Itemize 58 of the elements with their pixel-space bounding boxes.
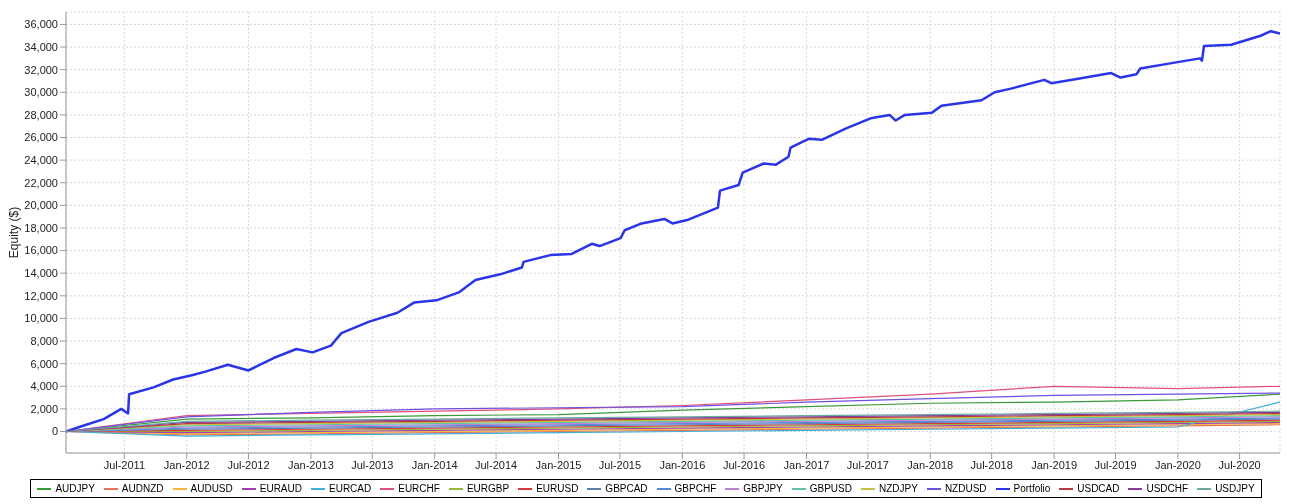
- legend-label: GBPCAD: [605, 483, 648, 494]
- legend-label: EURUSD: [536, 483, 579, 494]
- y-tick-label: 18,000: [24, 221, 58, 234]
- x-tick-label: Jan-2018: [907, 458, 954, 471]
- legend-label: AUDJPY: [55, 483, 95, 494]
- legend-label: USDCHF: [1146, 483, 1189, 494]
- line-series: [66, 29, 1280, 433]
- legend-label: AUDUSD: [190, 483, 233, 494]
- legend-label: USDCAD: [1077, 483, 1120, 494]
- legend-label: EURCHF: [398, 483, 440, 494]
- legend-label: GBPCHF: [674, 483, 717, 494]
- legend-label: EURAUD: [259, 483, 302, 494]
- y-tick-label: 26,000: [24, 131, 58, 144]
- y-tick-label: 24,000: [24, 154, 58, 167]
- x-tick-label: Jul-2017: [846, 458, 889, 471]
- x-tick-label: Jan-2019: [1031, 458, 1078, 471]
- x-tick-label: Jan-2013: [287, 458, 334, 471]
- y-tick-label: 12,000: [24, 289, 58, 302]
- x-tick-label: Jul-2012: [227, 458, 270, 471]
- y-tick-label: 20,000: [24, 199, 58, 212]
- y-tick-label: 14,000: [24, 267, 58, 280]
- legend-label: AUDNZD: [121, 483, 164, 494]
- legend-label: NZDJPY: [878, 483, 918, 494]
- x-tick-label: Jul-2016: [722, 458, 766, 471]
- x-tick-label: Jul-2014: [475, 458, 518, 471]
- y-tick-label: 10,000: [24, 312, 58, 325]
- y-tick-label: 2,000: [30, 402, 58, 415]
- legend-label: EURGBP: [466, 483, 510, 494]
- legend-label: NZDUSD: [944, 483, 987, 494]
- y-tick-label: 34,000: [24, 40, 58, 53]
- x-tick-label: Jul-2018: [970, 458, 1013, 471]
- x-tick-label: Jan-2020: [1154, 458, 1201, 471]
- x-tick-label: Jan-2017: [783, 458, 830, 471]
- y-axis-title: Equity ($): [7, 206, 22, 259]
- y-tick-label: 16,000: [24, 244, 58, 257]
- y-tick-label: 0: [51, 425, 58, 438]
- legend-label: Portfolio: [1013, 483, 1051, 494]
- legend-label: GBPUSD: [809, 483, 852, 494]
- x-tick-label: Jan-2016: [659, 458, 706, 471]
- legend-label: GBPJPY: [743, 483, 783, 494]
- x-tick-label: Jan-2015: [535, 458, 582, 471]
- y-tick-label: 6,000: [30, 357, 58, 370]
- x-tick-label: Jan-2012: [163, 458, 210, 471]
- y-tick-label: 8,000: [30, 334, 58, 347]
- legend-label: EURCAD: [328, 483, 372, 494]
- y-tick-label: 28,000: [24, 108, 58, 121]
- x-tick-label: Jul-2013: [351, 458, 394, 471]
- x-tick-label: Jan-2014: [411, 458, 458, 471]
- x-tick-label: Jul-2019: [1094, 458, 1137, 471]
- y-tick-label: 22,000: [24, 176, 58, 189]
- x-tick-label: Jul-2015: [598, 458, 642, 471]
- y-tick-label: 4,000: [30, 380, 58, 393]
- x-tick-label: Jul-2011: [103, 458, 146, 471]
- y-tick-label: 30,000: [24, 86, 58, 99]
- y-tick-label: 32,000: [24, 63, 58, 76]
- legend-label: USDJPY: [1215, 483, 1255, 494]
- x-tick-label: Jul-2020: [1218, 458, 1261, 471]
- y-tick-label: 36,000: [24, 18, 58, 31]
